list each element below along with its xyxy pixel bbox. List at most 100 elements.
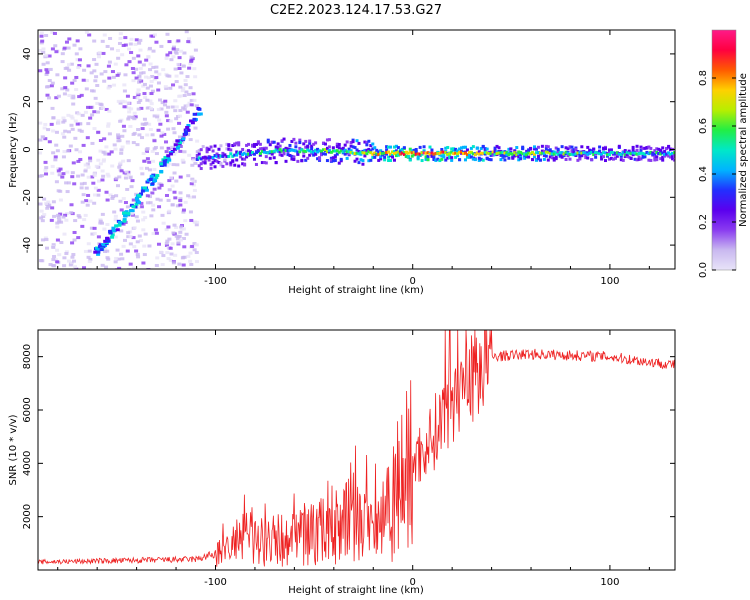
spectrogram-line-halo bbox=[663, 149, 667, 153]
spectrogram-line-halo bbox=[643, 146, 647, 150]
spectrogram-noise-cell bbox=[69, 203, 74, 207]
spectrogram-line-halo bbox=[379, 157, 383, 161]
spectrogram-noise-cell bbox=[64, 218, 69, 222]
spectrogram-noise-cell bbox=[52, 255, 57, 259]
spectrogram-line-core bbox=[325, 150, 329, 154]
spectrogram-streak-cell bbox=[149, 174, 154, 178]
spectrogram-line-halo bbox=[546, 145, 550, 149]
spectrogram-line-core bbox=[641, 152, 645, 156]
spectrogram-noise-cell bbox=[43, 137, 48, 141]
spectrogram-noise-cell bbox=[50, 106, 55, 110]
spectrogram-noise-cell bbox=[64, 40, 69, 44]
spectrogram-line-halo bbox=[304, 139, 308, 143]
spectrogram-noise-cell bbox=[167, 179, 172, 183]
spectrogram-noise-cell bbox=[101, 158, 106, 162]
spectrogram-noise-cell bbox=[51, 258, 56, 262]
spectrogram-line-core bbox=[357, 152, 361, 156]
spectrogram-noise-cell bbox=[147, 160, 152, 164]
spectrogram-line-halo bbox=[615, 152, 619, 156]
spectrogram-noise-cell bbox=[45, 70, 50, 74]
spectrogram-line-core bbox=[637, 152, 641, 156]
spectrogram-line-halo bbox=[440, 148, 444, 152]
spectrogram-noise-cell bbox=[114, 176, 119, 180]
spectrogram-streak-cell bbox=[136, 200, 141, 204]
spectrogram-line-halo bbox=[428, 145, 432, 149]
spectrogram-line-halo bbox=[223, 158, 227, 162]
spectrogram-line-halo bbox=[487, 157, 491, 161]
spectrogram-line-core bbox=[286, 149, 290, 153]
spectrogram-line-core bbox=[489, 151, 493, 155]
spectrogram-noise-cell bbox=[179, 227, 184, 231]
spectrogram-noise-cell bbox=[55, 248, 60, 252]
spectrogram-noise-cell bbox=[74, 267, 79, 269]
spectrogram-streak-cell bbox=[186, 128, 191, 132]
spectrogram-noise-cell bbox=[137, 41, 142, 45]
spectrogram-line-halo bbox=[525, 155, 529, 159]
spectrogram-line-halo bbox=[639, 145, 643, 149]
spectrogram-noise-cell bbox=[65, 212, 70, 216]
spectrogram-noise-cell bbox=[52, 31, 57, 35]
spectrogram-line-halo bbox=[327, 145, 331, 149]
spectrogram-line-halo bbox=[394, 149, 398, 153]
spectrogram-line-halo bbox=[493, 150, 497, 154]
spectrogram-line-core bbox=[241, 152, 245, 156]
spectrogram-noise-cell bbox=[50, 171, 55, 175]
spectrogram-line-core bbox=[473, 153, 477, 157]
spectrogram-line-halo bbox=[296, 159, 300, 163]
spectrogram-line-halo bbox=[389, 158, 393, 162]
spectrogram-noise-cell bbox=[156, 128, 161, 132]
spectrogram-noise-cell bbox=[61, 172, 66, 176]
spectrogram-line-halo bbox=[260, 161, 264, 165]
spectrogram-noise-cell bbox=[182, 94, 187, 98]
spectrogram-noise-cell bbox=[44, 34, 49, 38]
spectrogram-noise-cell bbox=[154, 152, 159, 156]
spectrogram-line-core bbox=[485, 151, 489, 155]
spectrogram-noise-cell bbox=[159, 107, 164, 111]
spectrogram-line-halo bbox=[391, 155, 395, 159]
spectrogram-noise-cell bbox=[165, 53, 170, 57]
spectrogram-line-halo bbox=[594, 155, 598, 159]
spectrogram-noise-cell bbox=[190, 57, 195, 61]
spectrogram-line-halo bbox=[270, 140, 274, 144]
spectrogram-noise-cell bbox=[192, 220, 197, 224]
spectrogram-line-core bbox=[276, 149, 280, 153]
spectrogram-noise-cell bbox=[100, 39, 105, 43]
spectrogram-line-halo bbox=[440, 157, 444, 161]
spectrogram-line-core bbox=[588, 151, 592, 155]
spectrogram-noise-cell bbox=[45, 61, 50, 65]
spectrogram-line-halo bbox=[637, 155, 641, 159]
spectrogram-streak-cell bbox=[115, 228, 120, 232]
spectrogram-line-core bbox=[426, 151, 430, 155]
spectrogram-noise-cell bbox=[64, 252, 69, 256]
spectrogram-noise-cell bbox=[71, 161, 76, 165]
spectrogram-noise-cell bbox=[77, 58, 82, 62]
spectrogram-noise-cell bbox=[123, 176, 128, 180]
spectrogram-line-halo bbox=[266, 140, 270, 144]
spectrogram-line-halo bbox=[450, 156, 454, 160]
spectrogram-noise-cell bbox=[107, 109, 112, 113]
spectrogram-line-halo bbox=[511, 156, 515, 160]
spectrogram-line-halo bbox=[576, 158, 580, 162]
spectrogram-noise-cell bbox=[146, 55, 151, 59]
spectrogram-line-halo bbox=[533, 145, 537, 149]
spectrogram-noise-cell bbox=[49, 84, 54, 88]
spectrogram-line-halo bbox=[454, 147, 458, 151]
spectrogram-noise-cell bbox=[85, 162, 90, 166]
spectrogram-line-halo bbox=[450, 158, 454, 162]
spectrogram-streak-cell bbox=[163, 156, 168, 160]
spectrogram-line-halo bbox=[659, 157, 663, 161]
spectrogram-line-core bbox=[245, 153, 249, 157]
spectrogram-noise-cell bbox=[134, 38, 139, 42]
spectrogram-line-halo bbox=[625, 154, 629, 158]
spectrogram-noise-cell bbox=[164, 114, 169, 118]
spectrogram-noise-cell bbox=[92, 201, 97, 205]
colorbar-tick-label: 0.6 bbox=[698, 118, 709, 134]
spectrogram-streak-cell bbox=[111, 226, 116, 230]
spectrogram-line-halo bbox=[527, 155, 531, 159]
spectrogram-noise-cell bbox=[50, 164, 55, 168]
spectrogram-noise-cell bbox=[139, 166, 144, 170]
spectrogram-line-halo bbox=[442, 152, 446, 156]
spectrogram-line-core bbox=[452, 152, 456, 156]
spectrogram-line-core bbox=[306, 148, 310, 152]
spectrogram-line-halo bbox=[392, 145, 396, 149]
